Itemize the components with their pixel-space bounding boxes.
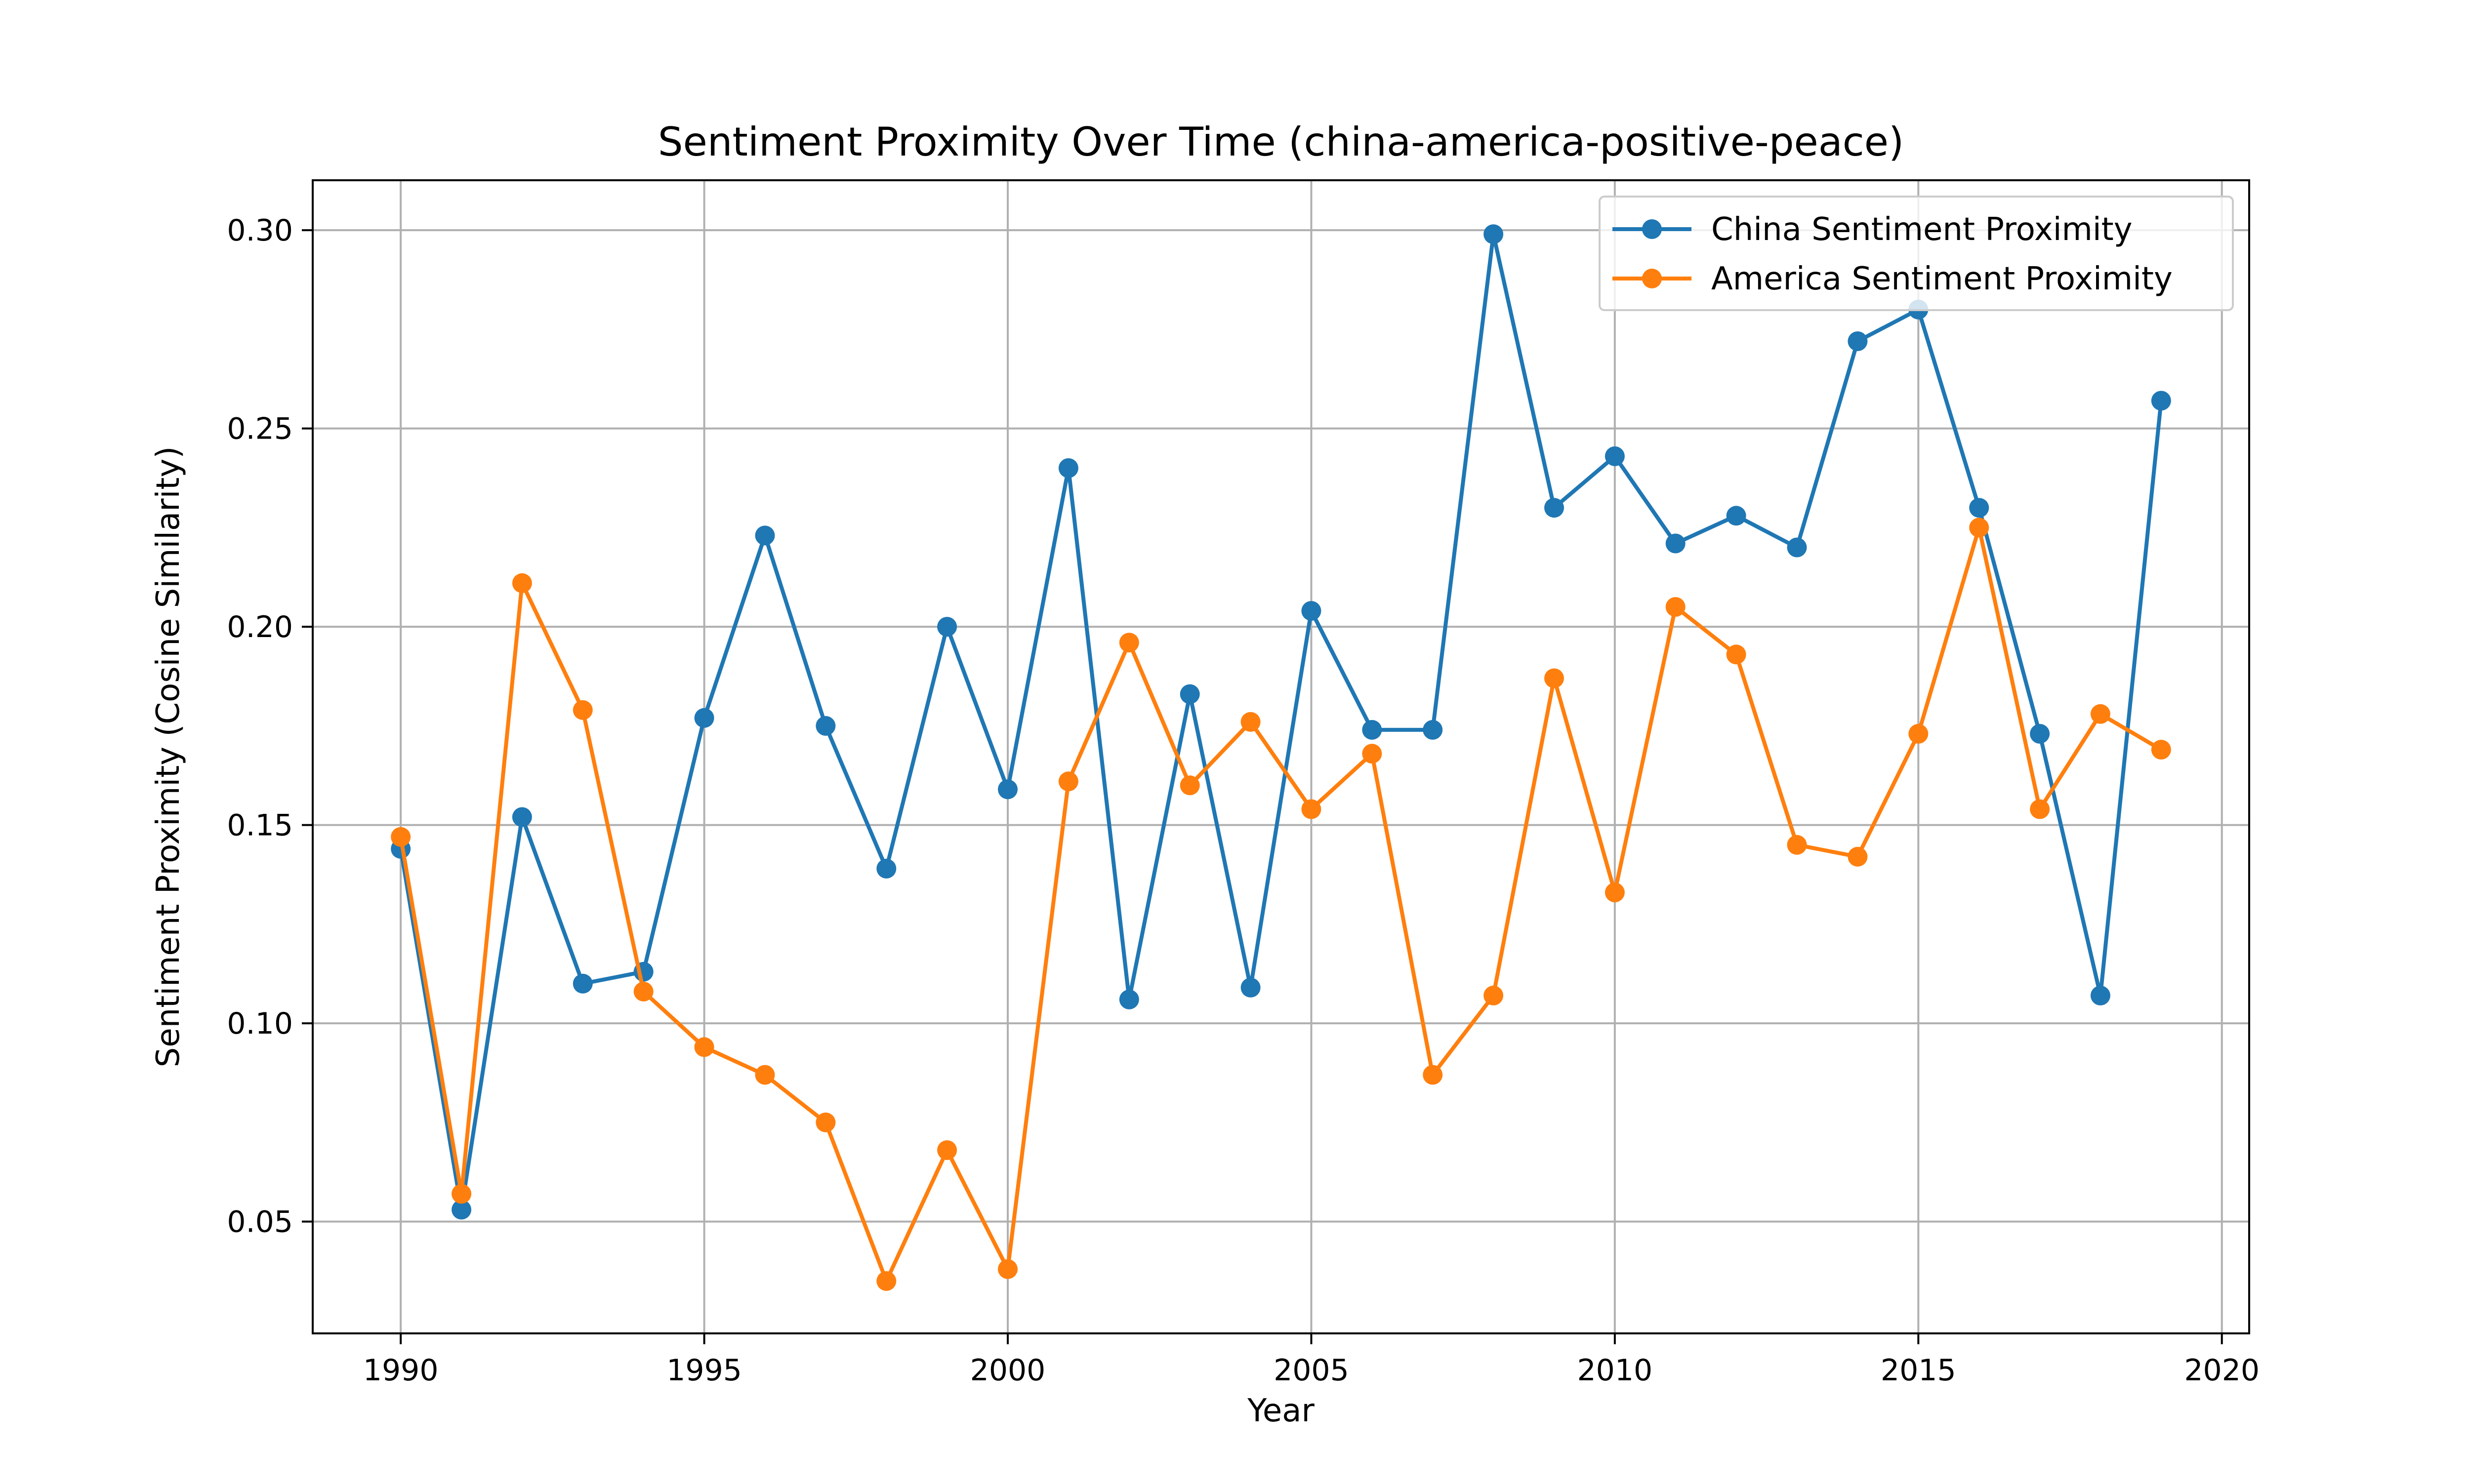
x-tick-label: 2010 bbox=[1577, 1353, 1653, 1388]
data-point bbox=[573, 973, 593, 994]
data-point bbox=[1058, 458, 1078, 478]
data-point bbox=[1301, 601, 1321, 621]
y-axis-label: Sentiment Proximity (Cosine Similarity) bbox=[150, 446, 187, 1068]
data-point bbox=[998, 1259, 1018, 1279]
legend-label-america: America Sentiment Proximity bbox=[1711, 261, 2173, 297]
y-tick-label: 0.10 bbox=[227, 1006, 293, 1041]
x-axis-label: Year bbox=[1247, 1393, 1315, 1429]
y-tick-label: 0.05 bbox=[227, 1205, 293, 1240]
data-point bbox=[1787, 537, 1807, 558]
data-point bbox=[2151, 740, 2171, 760]
data-point bbox=[2090, 704, 2110, 724]
y-tick-label: 0.15 bbox=[227, 808, 293, 843]
legend: China Sentiment Proximity America Sentim… bbox=[1599, 196, 2234, 311]
data-point bbox=[2030, 723, 2050, 744]
data-point bbox=[1119, 633, 1139, 653]
data-point bbox=[694, 708, 714, 728]
data-point bbox=[1119, 989, 1139, 1009]
plot-frame bbox=[312, 179, 2250, 1334]
series-line-1 bbox=[399, 525, 2162, 1283]
legend-box bbox=[1599, 196, 2234, 311]
data-point bbox=[1240, 712, 1261, 732]
data-point bbox=[1301, 799, 1321, 819]
data-point bbox=[512, 573, 532, 593]
data-point bbox=[755, 525, 775, 546]
x-tick-label: 2020 bbox=[2184, 1353, 2260, 1388]
data-point bbox=[1483, 985, 1504, 1005]
data-point bbox=[1726, 644, 1746, 665]
data-point bbox=[1969, 498, 1989, 518]
data-point bbox=[1423, 1065, 1443, 1085]
data-point bbox=[452, 1200, 472, 1220]
data-point bbox=[876, 858, 897, 879]
data-point bbox=[998, 779, 1018, 800]
data-point bbox=[1544, 498, 1564, 518]
data-point bbox=[1180, 775, 1200, 796]
data-point bbox=[452, 1184, 472, 1204]
data-point bbox=[391, 827, 411, 847]
data-point bbox=[876, 1271, 897, 1291]
y-tick-label: 0.20 bbox=[227, 610, 293, 644]
data-point bbox=[1787, 835, 1807, 855]
data-point bbox=[1362, 720, 1382, 740]
data-point bbox=[755, 1065, 775, 1085]
x-tick-label: 1995 bbox=[666, 1353, 742, 1388]
data-point bbox=[1848, 846, 1868, 867]
data-point bbox=[573, 700, 593, 720]
data-point bbox=[1665, 597, 1686, 617]
data-point bbox=[2030, 799, 2050, 819]
legend-marker-america bbox=[1642, 269, 1662, 288]
data-point bbox=[633, 981, 654, 1002]
data-point bbox=[1726, 506, 1746, 526]
data-point bbox=[1362, 744, 1382, 764]
series-line-0 bbox=[399, 232, 2163, 1212]
data-point bbox=[2151, 391, 2171, 411]
data-point bbox=[1483, 224, 1504, 244]
data-point bbox=[937, 617, 957, 637]
x-tick-label: 2000 bbox=[970, 1353, 1046, 1388]
data-point bbox=[1848, 331, 1868, 351]
data-point bbox=[2090, 985, 2110, 1005]
data-point bbox=[1423, 720, 1443, 740]
data-point bbox=[1544, 668, 1564, 688]
data-point bbox=[816, 716, 836, 736]
legend-label-china: China Sentiment Proximity bbox=[1711, 211, 2133, 248]
x-tick-label: 2015 bbox=[1881, 1353, 1956, 1388]
data-point bbox=[1240, 977, 1261, 998]
y-tick-label: 0.25 bbox=[227, 412, 293, 446]
chart-title: Sentiment Proximity Over Time (china-ame… bbox=[658, 119, 1904, 165]
axis-ticks: 1990 1995 2000 2005 2010 2015 2020 0.05 0.10 0.15… bbox=[227, 213, 2260, 1388]
data-point bbox=[1180, 684, 1200, 704]
data-point bbox=[937, 1140, 957, 1160]
y-tick-label: 0.30 bbox=[227, 213, 293, 248]
legend-marker-china bbox=[1642, 219, 1662, 239]
series-layer bbox=[391, 224, 2171, 1291]
data-point bbox=[816, 1112, 836, 1132]
x-tick-label: 2005 bbox=[1274, 1353, 1349, 1388]
x-tick-label: 1990 bbox=[363, 1353, 439, 1388]
data-point bbox=[1605, 882, 1625, 903]
data-point bbox=[1058, 771, 1078, 792]
data-point bbox=[694, 1037, 714, 1057]
data-point bbox=[1908, 723, 1929, 744]
data-point bbox=[1969, 518, 1989, 538]
data-point bbox=[1665, 533, 1686, 554]
grid-lines bbox=[313, 180, 2249, 1333]
data-point bbox=[1605, 446, 1625, 466]
data-point bbox=[512, 807, 532, 827]
